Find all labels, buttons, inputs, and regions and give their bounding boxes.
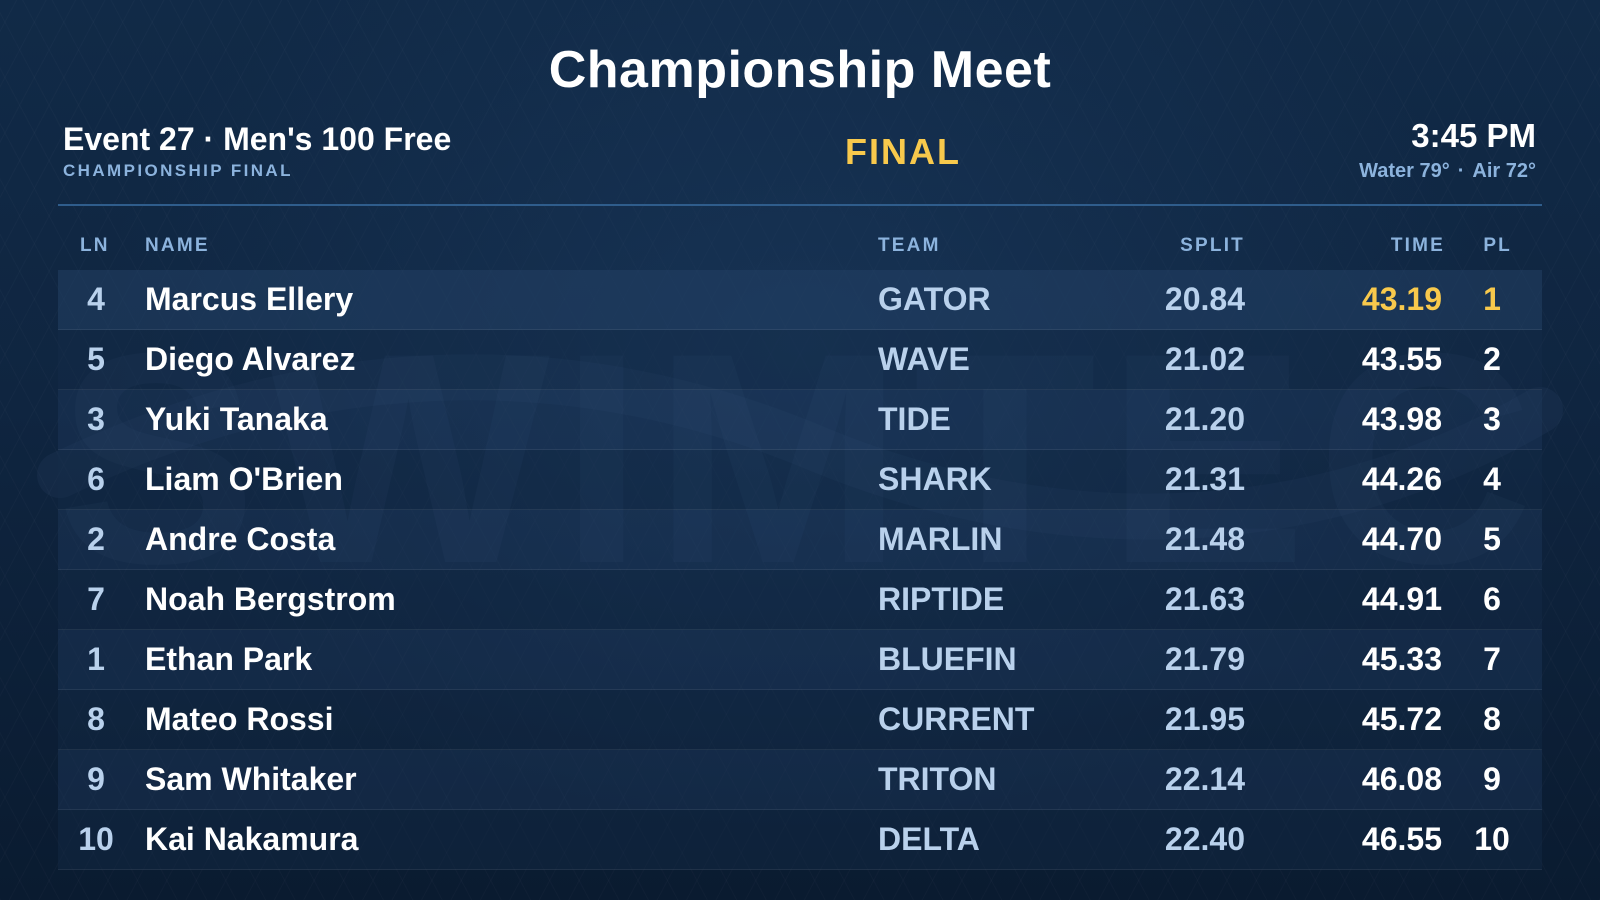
conditions: Water 79° · Air 72° [1359, 160, 1536, 183]
team-name: DELTA [878, 821, 980, 857]
team-name: GATOR [878, 281, 991, 317]
swimmer-name: Yuki Tanaka [145, 401, 328, 437]
event-info: Event 27 · Men's 100 Free CHAMPIONSHIP F… [63, 119, 451, 181]
lane-number: 8 [87, 701, 105, 737]
place: 5 [1483, 521, 1501, 557]
result-row: 6 Liam O'Brien SHARK 21.31 44.26 4 [58, 450, 1542, 510]
results-table: 4 Marcus Ellery GATOR 20.84 43.19 1 5 Di… [58, 270, 1542, 870]
water-temp: Water 79° [1359, 160, 1450, 182]
swimmer-name: Sam Whitaker [145, 761, 357, 797]
team-name: WAVE [878, 341, 970, 377]
result-row: 4 Marcus Ellery GATOR 20.84 43.19 1 [58, 270, 1542, 330]
lane-number: 4 [87, 281, 105, 317]
result-row: 5 Diego Alvarez WAVE 21.02 43.55 2 [58, 330, 1542, 390]
conditions-separator: · [1457, 160, 1465, 182]
team-name: CURRENT [878, 701, 1035, 737]
final-time: 44.26 [1361, 461, 1442, 497]
result-row: 10 Kai Nakamura DELTA 22.40 46.55 10 [58, 810, 1542, 870]
final-time: 46.55 [1361, 821, 1442, 857]
team-name: MARLIN [878, 521, 1003, 557]
final-time: 44.70 [1361, 521, 1442, 557]
swimmer-name: Ethan Park [145, 641, 313, 677]
result-row: 9 Sam Whitaker TRITON 22.14 46.08 9 [58, 750, 1542, 810]
lane-number: 10 [78, 821, 114, 857]
team-name: RIPTIDE [878, 581, 1005, 617]
header-name: NAME [145, 235, 210, 256]
swimmer-name: Kai Nakamura [145, 821, 359, 857]
final-time: 44.91 [1361, 581, 1442, 617]
final-time: 45.33 [1361, 641, 1442, 677]
final-time: 46.08 [1361, 761, 1442, 797]
result-row: 1 Ethan Park BLUEFIN 21.79 45.33 7 [58, 630, 1542, 690]
result-row: 8 Mateo Rossi CURRENT 21.95 45.72 8 [58, 690, 1542, 750]
place: 8 [1483, 701, 1501, 737]
header-time: TIME [1390, 235, 1445, 256]
split-time: 20.84 [1164, 281, 1245, 317]
place: 3 [1483, 401, 1501, 437]
swimmer-name: Marcus Ellery [145, 281, 354, 317]
clock-time: 3:45 PM [1411, 117, 1536, 154]
final-time: 43.19 [1361, 281, 1442, 317]
swimmer-name: Mateo Rossi [145, 701, 334, 737]
lane-number: 6 [87, 461, 105, 497]
split-time: 22.40 [1164, 821, 1245, 857]
header-divider [58, 204, 1542, 206]
split-time: 21.48 [1164, 521, 1245, 557]
place: 7 [1483, 641, 1501, 677]
place: 10 [1474, 821, 1510, 857]
lane-number: 9 [87, 761, 105, 797]
team-name: TRITON [878, 761, 997, 797]
team-name: BLUEFIN [878, 641, 1017, 677]
place: 6 [1483, 581, 1501, 617]
swimmer-name: Andre Costa [145, 521, 336, 557]
lane-number: 5 [87, 341, 105, 377]
final-time: 43.55 [1361, 341, 1442, 377]
lane-number: 7 [87, 581, 105, 617]
header-team: TEAM [878, 235, 941, 256]
lane-number: 1 [87, 641, 105, 677]
place: 1 [1483, 281, 1501, 317]
split-time: 21.63 [1164, 581, 1245, 617]
air-temp: Air 72° [1472, 160, 1536, 182]
split-time: 21.20 [1164, 401, 1245, 437]
header-split: SPLIT [1180, 235, 1245, 256]
event-subtitle: CHAMPIONSHIP FINAL [63, 161, 293, 180]
result-row: 7 Noah Bergstrom RIPTIDE 21.63 44.91 6 [58, 570, 1542, 630]
place: 9 [1483, 761, 1501, 797]
lane-number: 3 [87, 401, 105, 437]
result-row: 2 Andre Costa MARLIN 21.48 44.70 5 [58, 510, 1542, 570]
event-name: Event 27 · Men's 100 Free [63, 121, 452, 157]
lane-number: 2 [87, 521, 105, 557]
result-row: 3 Yuki Tanaka TIDE 21.20 43.98 3 [58, 390, 1542, 450]
status-badge: FINAL [845, 131, 961, 172]
team-name: SHARK [878, 461, 992, 497]
header-lane: LN [80, 235, 110, 256]
split-time: 21.02 [1164, 341, 1245, 377]
clock-conditions: 3:45 PM Water 79° · Air 72° [1359, 116, 1536, 183]
results-header: LN NAME TEAM SPLIT TIME PL [58, 228, 1542, 264]
final-time: 45.72 [1361, 701, 1442, 737]
header-place: PL [1483, 235, 1512, 256]
place: 2 [1483, 341, 1501, 377]
place: 4 [1483, 461, 1501, 497]
team-name: TIDE [878, 401, 951, 437]
swimmer-name: Noah Bergstrom [145, 581, 396, 617]
split-time: 21.95 [1164, 701, 1245, 737]
final-time: 43.98 [1361, 401, 1442, 437]
split-time: 21.31 [1164, 461, 1245, 497]
swimmer-name: Liam O'Brien [145, 461, 343, 497]
meet-title: Championship Meet [548, 41, 1052, 99]
swimmer-name: Diego Alvarez [145, 341, 356, 377]
split-time: 22.14 [1164, 761, 1245, 797]
split-time: 21.79 [1164, 641, 1245, 677]
